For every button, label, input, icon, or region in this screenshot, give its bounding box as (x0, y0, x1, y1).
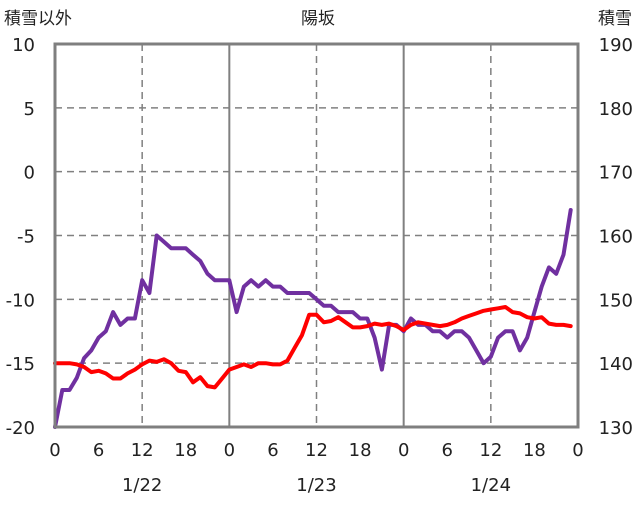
x-tick-label: 18 (523, 440, 546, 461)
right-tick-label: 140 (599, 354, 633, 375)
left-tick-label: 5 (24, 99, 35, 120)
left-tick-label: -15 (6, 354, 35, 375)
x-tick-label: 0 (49, 440, 60, 461)
left-tick-label: -5 (17, 227, 35, 248)
x-tick-label: 6 (442, 440, 453, 461)
x-tick-label: 6 (93, 440, 104, 461)
x-tick-label: 18 (174, 440, 197, 461)
right-tick-label: 160 (599, 227, 633, 248)
x-tick-label: 12 (305, 440, 328, 461)
date-label: 1/24 (471, 475, 511, 496)
x-tick-label: 0 (398, 440, 409, 461)
date-label: 1/23 (296, 475, 336, 496)
plot-border (53, 42, 580, 429)
right-tick-label: 150 (599, 290, 633, 311)
left-tick-label: 10 (12, 35, 35, 56)
other-series-line (53, 305, 573, 390)
x-tick-label: 18 (349, 440, 372, 461)
x-tick-label: 0 (572, 440, 583, 461)
right-tick-label: 170 (599, 163, 633, 184)
left-tick-label: 0 (24, 163, 35, 184)
left-axis-title: 積雪以外 (4, 9, 72, 29)
right-tick-label: 130 (599, 418, 633, 439)
x-tick-label: 6 (267, 440, 278, 461)
right-tick-label: 180 (599, 99, 633, 120)
left-tick-label: -20 (6, 418, 35, 439)
right-tick-label: 190 (599, 35, 633, 56)
left-tick-label: -10 (6, 290, 35, 311)
x-tick-label: 12 (479, 440, 502, 461)
right-axis-title: 積雪 (598, 9, 632, 29)
snow-depth-line (53, 208, 573, 429)
x-tick-label: 12 (131, 440, 154, 461)
x-tick-label: 0 (224, 440, 235, 461)
chart-title: 陽坂 (301, 9, 335, 29)
date-label: 1/22 (122, 475, 162, 496)
